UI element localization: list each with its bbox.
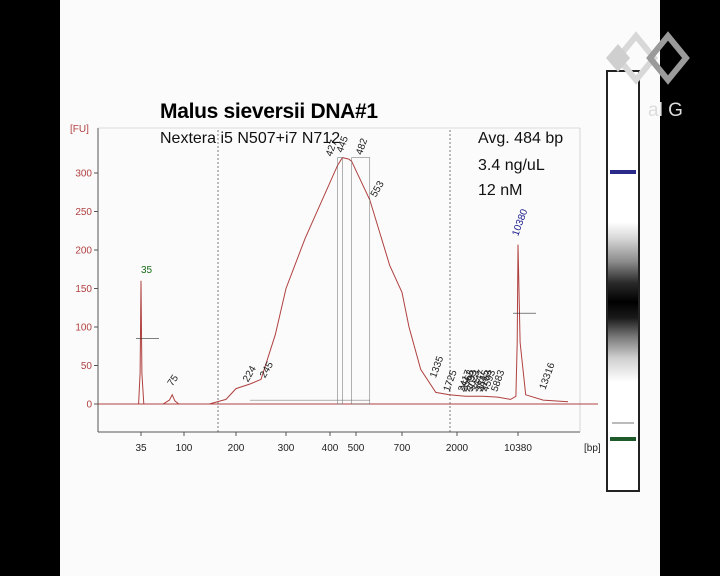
chart-subtitle: Nextera i5 N507+i7 N712 [160,130,341,147]
molarity-label: 12 nM [478,182,523,199]
peak-label: 75 [166,373,182,389]
gel-upper-marker-band [610,170,636,174]
y-tick-label: 300 [75,169,92,180]
peak-label: 553 [369,179,387,199]
channel-logo-icon [606,31,690,85]
concentration-label: 3.4 ng/uL [478,157,545,174]
x-tick-label: 500 [348,443,365,454]
lower-marker-label: 35 [141,265,153,276]
electropherogram-chart: 0 50 100 150 200 250 300 [FU] 35 100 200 300 400 500 7… [70,124,601,454]
x-tick-label: 200 [228,443,245,454]
y-tick-label: 0 [86,400,92,411]
chart-title: Malus sieversii DNA#1 [160,100,378,123]
average-size-label: Avg. 484 bp [478,130,564,147]
upper-marker-label: 10380 [510,207,530,237]
gel-smear [608,222,638,382]
gel-faint-band [612,422,634,424]
x-tick-label: 35 [135,443,147,454]
electropherogram-trace [118,157,569,405]
x-tick-label: 700 [394,443,411,454]
gel-lower-marker-band [610,437,636,441]
gel-lane-image [606,70,640,492]
peak-label: 13316 [538,361,558,391]
peak-label: 427 [324,138,340,158]
peak-label: 482 [354,137,370,157]
y-tick-label: 100 [75,323,92,334]
integration-box [337,157,343,405]
channel-logo-text: al G [648,100,683,121]
y-tick-label: 50 [81,361,93,372]
x-tick-label: 400 [322,443,339,454]
y-tick-label: 150 [75,284,92,295]
x-tick-label: 300 [278,443,295,454]
y-tick-label: 200 [75,246,92,257]
y-axis-unit: [FU] [70,124,89,135]
x-tick-label: 2000 [446,443,469,454]
x-tick-label: 100 [176,443,193,454]
slide: 0 50 100 150 200 250 300 [FU] 35 100 200 300 400 500 7… [60,0,660,576]
peak-label: 245 [258,360,276,380]
y-tick-label: 250 [75,207,92,218]
peak-label: 1335 [428,354,446,379]
integration-box [351,157,371,405]
x-axis-unit: [bp] [584,443,601,454]
x-tick-label: 10380 [504,443,532,454]
